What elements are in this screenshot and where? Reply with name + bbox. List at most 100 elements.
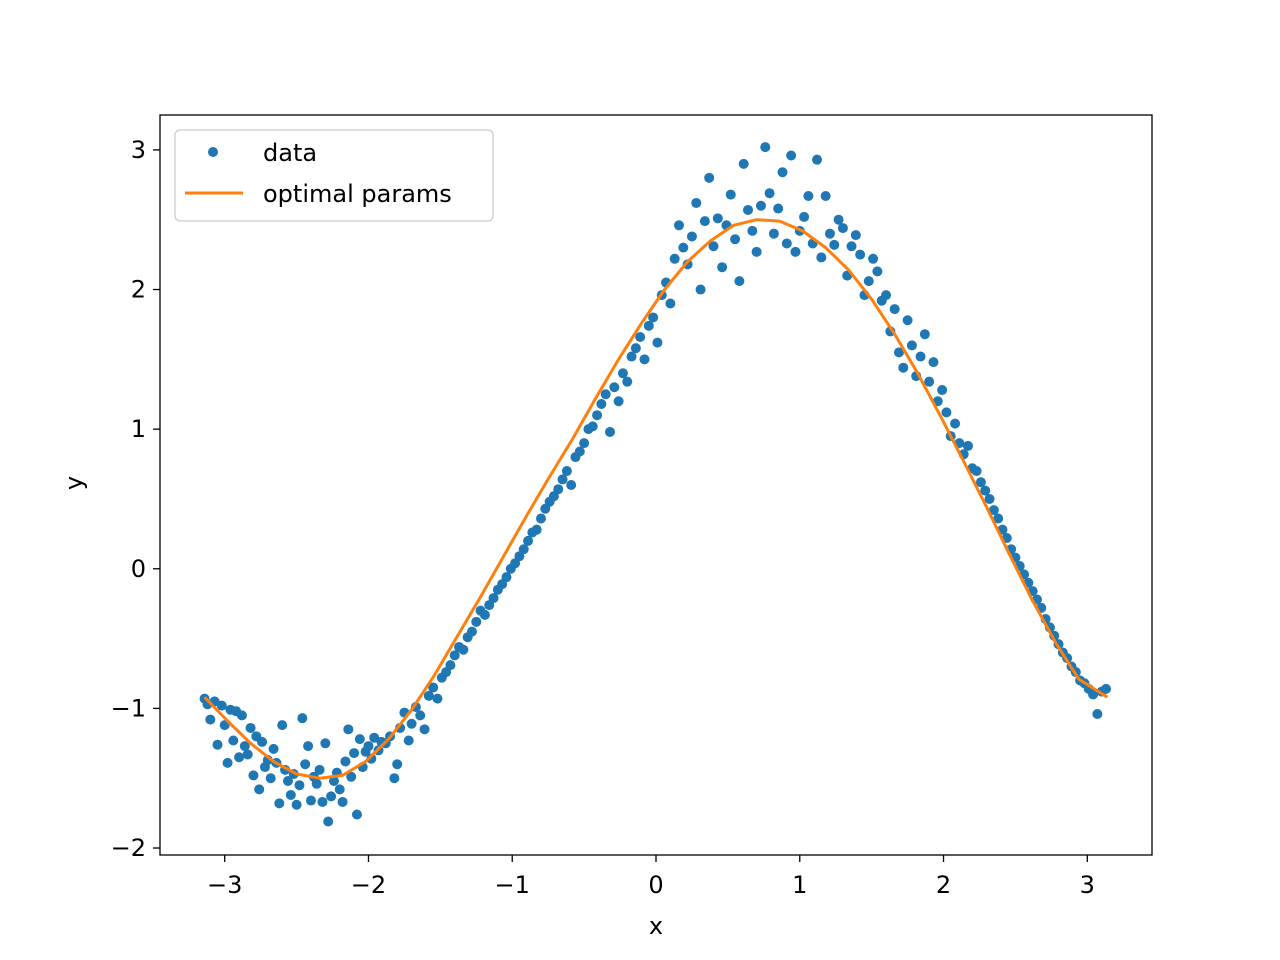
data-point xyxy=(898,362,909,373)
data-point xyxy=(205,714,216,725)
data-point xyxy=(268,743,279,754)
data-point xyxy=(501,572,512,583)
data-point xyxy=(648,312,659,323)
data-point xyxy=(428,682,439,693)
data-point xyxy=(812,154,823,165)
data-point xyxy=(300,759,311,770)
plot-area xyxy=(199,142,1111,827)
data-point xyxy=(574,446,585,457)
data-point xyxy=(975,477,986,488)
x-tick-label: −3 xyxy=(207,871,242,899)
data-point xyxy=(419,724,430,735)
data-point xyxy=(712,213,723,224)
data-point xyxy=(928,357,939,368)
data-point xyxy=(613,396,624,407)
data-point xyxy=(730,234,741,245)
data-point xyxy=(228,735,239,746)
data-point xyxy=(317,796,328,807)
data-point xyxy=(354,734,365,745)
data-point xyxy=(389,773,400,784)
data-point xyxy=(743,204,754,215)
data-point xyxy=(557,474,568,485)
data-point xyxy=(988,505,999,516)
data-point xyxy=(423,690,434,701)
data-point xyxy=(334,784,345,795)
data-point xyxy=(294,780,305,791)
legend-box xyxy=(174,129,494,222)
x-axis-label: x xyxy=(649,912,663,940)
data-point xyxy=(626,351,637,362)
data-point xyxy=(479,609,490,620)
data-point xyxy=(893,347,904,358)
data-point xyxy=(768,228,779,239)
data-point xyxy=(337,796,348,807)
data-point xyxy=(609,382,620,393)
data-point xyxy=(277,720,288,731)
x-tick-label: 0 xyxy=(648,871,663,899)
data-point xyxy=(833,214,844,225)
data-point xyxy=(665,298,676,309)
data-point xyxy=(725,189,736,200)
data-point xyxy=(699,216,710,227)
data-point xyxy=(881,290,892,301)
data-point xyxy=(872,266,883,277)
data-point xyxy=(488,593,499,604)
data-point xyxy=(320,738,331,749)
data-point xyxy=(449,650,460,661)
data-point xyxy=(274,798,285,809)
data-point xyxy=(846,241,857,252)
data-point xyxy=(471,616,482,627)
data-point xyxy=(919,329,930,340)
data-point xyxy=(415,710,426,721)
data-point xyxy=(351,809,362,820)
data-point xyxy=(553,484,564,495)
data-point xyxy=(993,513,1004,524)
data-point xyxy=(971,466,982,477)
data-point xyxy=(561,466,572,477)
data-point xyxy=(1100,683,1111,694)
data-point xyxy=(738,158,749,169)
data-point xyxy=(803,190,814,201)
y-axis-label: y xyxy=(60,476,88,490)
legend-label-data: data xyxy=(263,139,317,167)
data-point xyxy=(734,276,745,287)
data-point xyxy=(760,142,771,153)
data-point xyxy=(248,770,259,781)
data-point xyxy=(518,544,529,555)
data-point xyxy=(445,660,456,671)
data-point xyxy=(343,724,354,735)
data-point xyxy=(755,200,766,211)
data-point xyxy=(1088,689,1099,700)
data-point xyxy=(242,749,253,760)
data-point xyxy=(889,304,900,315)
data-point xyxy=(340,756,351,767)
data-point xyxy=(984,493,995,504)
data-point xyxy=(222,757,233,768)
data-point xyxy=(747,225,758,236)
data-point xyxy=(535,513,546,524)
data-point xyxy=(980,485,991,496)
data-point xyxy=(466,626,477,637)
data-point xyxy=(639,354,650,365)
x-axis-ticks: −3 −2 −1 0 1 2 3 xyxy=(207,855,1095,899)
y-axis-ticks: −2 −1 0 1 2 3 xyxy=(111,136,160,862)
data-point xyxy=(349,748,360,759)
data-point xyxy=(950,418,961,429)
data-point xyxy=(406,718,417,729)
data-point xyxy=(906,340,917,351)
data-point xyxy=(751,246,762,257)
data-point xyxy=(643,320,654,331)
data-point xyxy=(704,172,715,183)
data-point xyxy=(717,262,728,273)
legend: data optimal params xyxy=(174,129,494,222)
data-point xyxy=(781,238,792,249)
data-point xyxy=(297,713,308,724)
data-point xyxy=(236,710,247,721)
data-point xyxy=(579,438,590,449)
data-point xyxy=(855,249,866,260)
data-point xyxy=(816,252,827,263)
data-point xyxy=(962,440,973,451)
data-point xyxy=(314,764,325,775)
data-point xyxy=(837,223,848,234)
x-tick-label: 3 xyxy=(1080,871,1095,899)
